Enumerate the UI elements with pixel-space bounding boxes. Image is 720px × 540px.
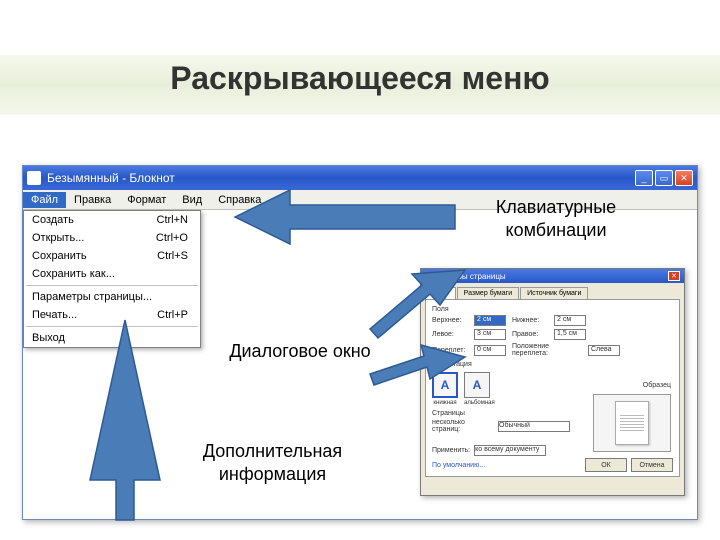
preview-page-icon: [615, 401, 649, 445]
tab-paper[interactable]: Размер бумаги: [457, 287, 519, 299]
menu-file[interactable]: Файл: [23, 192, 66, 208]
gutter-pos-input[interactable]: Слева: [588, 345, 620, 356]
dropdown-label: Сохранить как...: [32, 268, 115, 280]
menu-format[interactable]: Формат: [119, 192, 174, 208]
menu-edit[interactable]: Правка: [66, 192, 119, 208]
titlebar: Безымянный - Блокнот _ ▭ ✕: [23, 166, 697, 190]
ok-button[interactable]: ОК: [585, 458, 627, 472]
minimize-button[interactable]: _: [635, 170, 653, 186]
tab-source[interactable]: Источник бумаги: [520, 287, 588, 299]
orient-landscape-icon: A: [464, 372, 490, 398]
dropdown-label: Сохранить: [32, 250, 87, 262]
right-label: Правое:: [512, 331, 548, 338]
dropdown-new[interactable]: Создать Ctrl+N: [24, 211, 200, 229]
slide-title: Раскрывающееся меню: [0, 60, 720, 97]
pages-sublabel: несколько страниц:: [432, 419, 492, 433]
dropdown-label: Печать...: [32, 309, 77, 321]
gutter-pos-label: Положение переплета:: [512, 343, 582, 357]
gutter-input[interactable]: 0 см: [474, 345, 506, 356]
arrow-dialog-mid-icon: [370, 345, 465, 395]
fields-group-label: Поля: [432, 306, 673, 313]
orient-portrait-label: книжная: [432, 400, 458, 406]
default-link[interactable]: По умолчанию...: [432, 462, 485, 469]
orient-group-label: Ориентация: [432, 361, 673, 368]
dropdown-label: Параметры страницы...: [32, 291, 152, 303]
apply-select[interactable]: ко всему документу: [474, 445, 546, 456]
apply-label: Применить:: [432, 447, 470, 454]
arrow-dialog-top-icon: [370, 270, 465, 345]
arrow-extra-icon: [90, 320, 160, 520]
top-input[interactable]: 2 см: [474, 315, 506, 326]
window-title: Безымянный - Блокнот: [47, 171, 635, 185]
label-dialog: Диалоговое окно: [210, 340, 390, 363]
dropdown-shortcut: Ctrl+N: [157, 214, 188, 226]
dropdown-label: Создать: [32, 214, 74, 226]
notepad-icon: [27, 171, 41, 185]
dropdown-pagesetup[interactable]: Параметры страницы...: [24, 288, 200, 306]
dialog-close-button[interactable]: ✕: [668, 271, 680, 281]
right-input[interactable]: 1,5 см: [554, 329, 586, 340]
dropdown-shortcut: Ctrl+O: [156, 232, 188, 244]
dropdown-label: Открыть...: [32, 232, 84, 244]
dropdown-saveas[interactable]: Сохранить как...: [24, 265, 200, 283]
orient-landscape-label: альбомная: [464, 400, 495, 406]
pages-select[interactable]: Обычный: [498, 421, 570, 432]
dropdown-save[interactable]: Сохранить Ctrl+S: [24, 247, 200, 265]
bottom-input[interactable]: 2 см: [554, 315, 586, 326]
maximize-button[interactable]: ▭: [655, 170, 673, 186]
arrow-keyboard-icon: [235, 190, 455, 245]
bottom-label: Нижнее:: [512, 317, 548, 324]
close-button[interactable]: ✕: [675, 170, 693, 186]
cancel-button[interactable]: Отмена: [631, 458, 673, 472]
label-extra: Дополнительная информация: [175, 440, 370, 485]
dropdown-open[interactable]: Открыть... Ctrl+O: [24, 229, 200, 247]
dropdown-label: Выход: [32, 332, 65, 344]
menu-view[interactable]: Вид: [174, 192, 210, 208]
preview-label: Образец: [643, 382, 671, 389]
dropdown-sep: [26, 285, 198, 286]
label-keyboard: Клавиатурные комбинации: [446, 196, 666, 241]
dropdown-shortcut: Ctrl+P: [157, 309, 188, 321]
preview-panel: [593, 394, 671, 452]
left-input[interactable]: 3 см: [474, 329, 506, 340]
dropdown-shortcut: Ctrl+S: [157, 250, 188, 262]
orient-landscape-wrap[interactable]: A альбомная: [464, 372, 495, 406]
